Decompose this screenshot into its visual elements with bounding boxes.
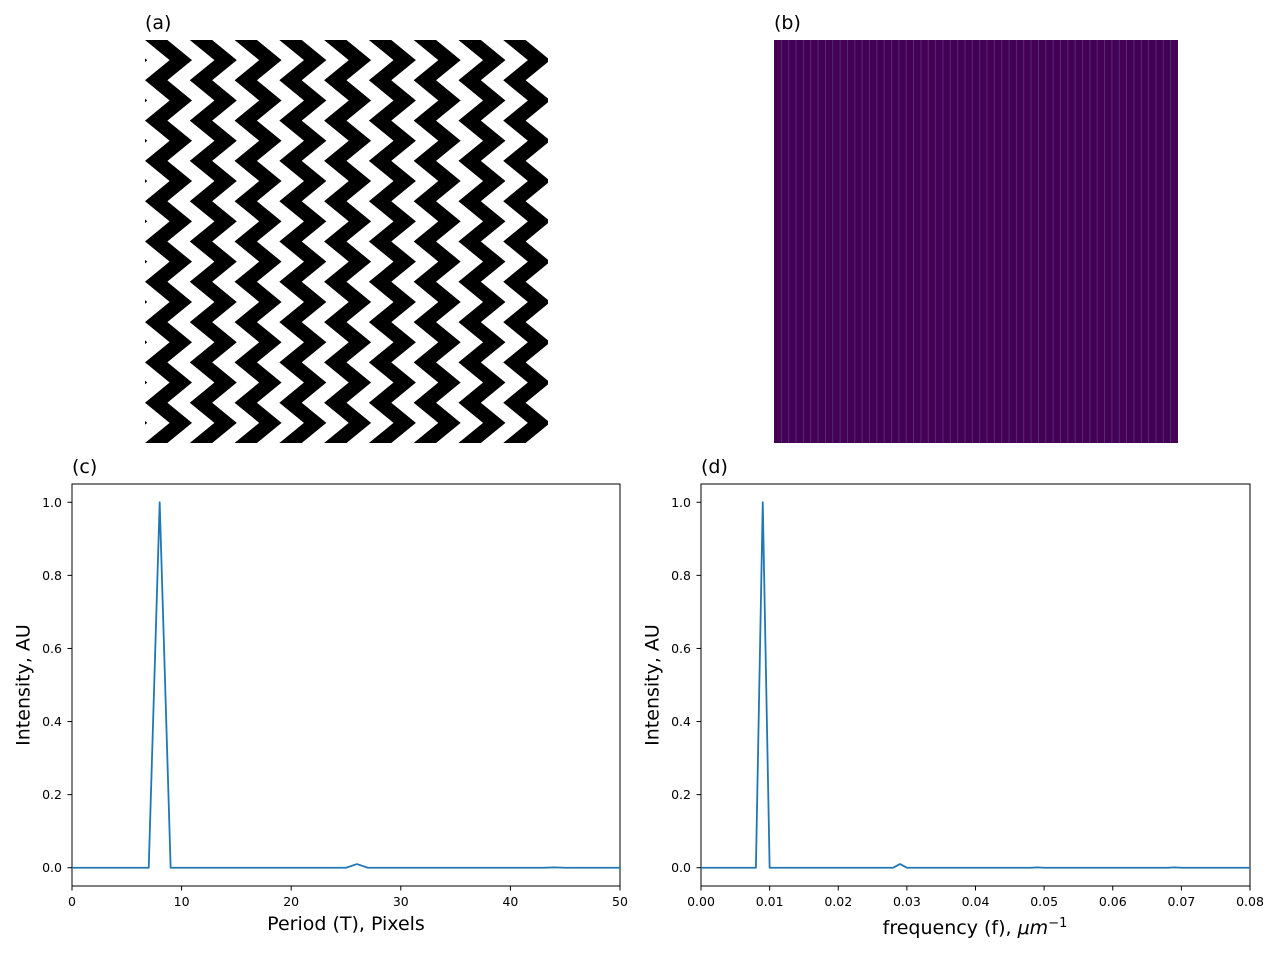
x-tick-label: 0.04 <box>962 894 990 909</box>
chart-d-frame <box>700 483 1251 887</box>
spectrum-image <box>774 40 1178 443</box>
zigzag-band <box>279 40 327 443</box>
y-tick-label: 0.8 <box>671 568 691 583</box>
x-tick-label: 30 <box>393 894 409 909</box>
x-tick-label: 40 <box>502 894 518 909</box>
y-tick-label: 0.6 <box>671 641 691 656</box>
x-tick-label: 0.08 <box>1236 894 1264 909</box>
chart-c: 0 10 20 30 40 50 0.0 0.2 0.4 0.6 0.8 1.0 <box>42 483 628 909</box>
zigzag-band <box>503 40 548 443</box>
zigzag-image <box>145 40 595 443</box>
y-tick-label: 0.2 <box>42 787 62 802</box>
chart-d-xlabel-text: frequency (f), <box>882 917 1018 939</box>
y-tick-label: 0.4 <box>671 714 691 729</box>
x-tick-label: 0.06 <box>1099 894 1127 909</box>
x-tick-label: 0.03 <box>893 894 921 909</box>
chart-c-xlabel: Period (T), Pixels <box>267 913 425 935</box>
x-tick-label: 0.05 <box>1030 894 1058 909</box>
x-tick-label: 0.01 <box>756 894 784 909</box>
y-tick-label: 1.0 <box>42 495 62 510</box>
chart-d-xlabel-unit: μm <box>1017 917 1049 939</box>
zigzag-band <box>234 40 282 443</box>
zigzag-band <box>368 40 416 443</box>
x-tick-label: 20 <box>283 894 299 909</box>
y-tick-label: 0.2 <box>671 787 691 802</box>
series-line <box>72 501 620 869</box>
panel-c-label: (c) <box>72 456 98 478</box>
chart-d-ylabel: Intensity, AU <box>641 624 664 746</box>
x-tick-label: 0.00 <box>687 894 715 909</box>
panel-b-label: (b) <box>774 12 801 34</box>
y-tick-label: 0.0 <box>42 860 62 875</box>
y-tick-label: 0.6 <box>42 641 62 656</box>
x-tick-label: 0.07 <box>1167 894 1195 909</box>
y-tick-label: 0.0 <box>671 860 691 875</box>
chart-d-xlabel-exp: −1 <box>1048 916 1068 931</box>
zigzag-band <box>548 40 595 443</box>
x-tick-label: 50 <box>612 894 628 909</box>
zigzag-band <box>413 40 461 443</box>
panel-d-label: (d) <box>701 456 728 478</box>
series-line <box>701 501 1250 869</box>
x-tick-label: 10 <box>174 894 190 909</box>
chart-c-frame <box>71 483 621 887</box>
y-tick-label: 0.4 <box>42 714 62 729</box>
chart-d-xlabel: frequency (f), μm−1 <box>883 917 1068 938</box>
zigzag-band <box>145 40 193 443</box>
panel-a-label: (a) <box>145 12 172 34</box>
zigzag-band <box>145 58 148 425</box>
zigzag-band <box>189 40 237 443</box>
zigzag-band <box>324 40 372 443</box>
zigzag-band <box>458 40 506 443</box>
x-tick-label: 0 <box>68 894 76 909</box>
y-tick-label: 1.0 <box>671 495 691 510</box>
x-tick-label: 0.02 <box>824 894 852 909</box>
chart-c-ylabel: Intensity, AU <box>12 624 35 746</box>
y-tick-label: 0.8 <box>42 568 62 583</box>
chart-d: 0.00 0.01 0.02 0.03 0.04 0.05 0.06 0.07 0.08 0.0 0… <box>671 483 1264 909</box>
